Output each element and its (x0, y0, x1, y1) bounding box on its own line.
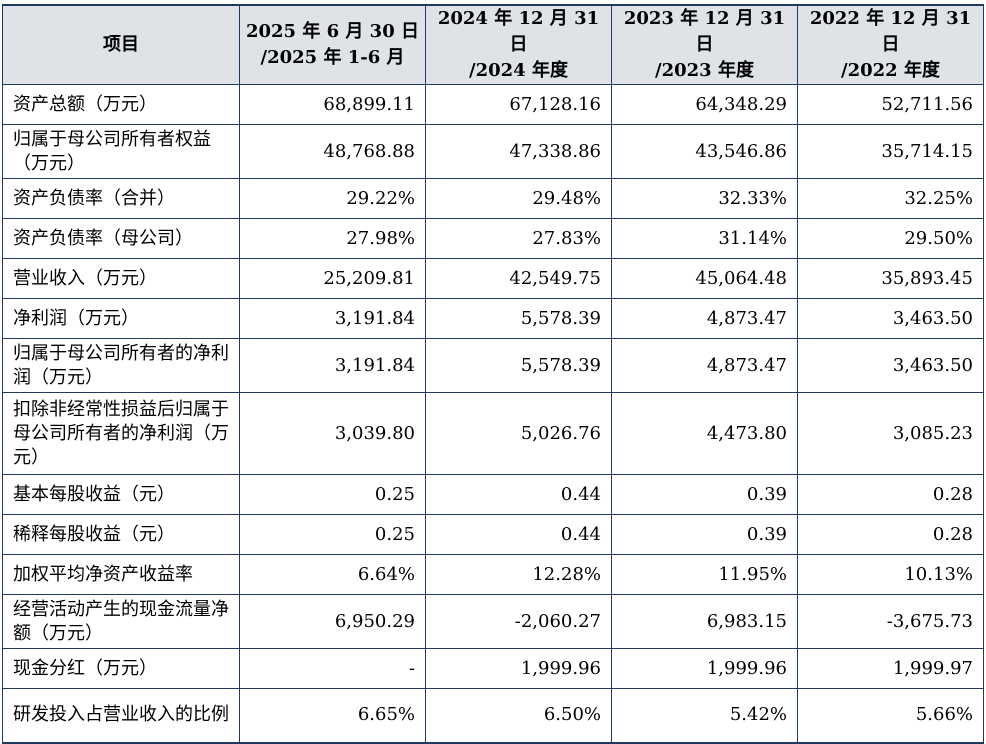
cell-value: 6,983.15 (611, 594, 798, 649)
cell-value: 0.25 (239, 514, 426, 555)
table-row: 归属于母公司所有者权益（万元） 48,768.88 47,338.86 43,5… (2, 124, 984, 179)
cell-value: 10.13% (797, 554, 984, 595)
row-label: 资产负债率（母公司） (2, 218, 240, 259)
header-col-2025h1: 2025 年 6 月 30 日 /2025 年 1-6 月 (239, 4, 426, 85)
cell-value: 0.44 (425, 514, 612, 555)
cell-value: 5.66% (797, 688, 984, 743)
row-label: 净利润（万元） (2, 298, 240, 339)
cell-value: 45,064.48 (611, 258, 798, 299)
cell-value: 6.50% (425, 688, 612, 743)
cell-value: 4,873.47 (611, 298, 798, 339)
cell-value: 12.28% (425, 554, 612, 595)
cell-value: 42,549.75 (425, 258, 612, 299)
cell-value: 3,039.80 (239, 392, 426, 475)
row-label: 现金分红（万元） (2, 648, 240, 689)
cell-value: 25,209.81 (239, 258, 426, 299)
cell-value: 29.50% (797, 218, 984, 259)
header-col-line2: /2022 年度 (841, 60, 940, 81)
header-col-line1: 2024 年 12 月 31 日 (437, 8, 600, 55)
cell-value: 3,463.50 (797, 338, 984, 393)
table-row: 扣除非经常性损益后归属于母公司所有者的净利润（万元） 3,039.80 5,02… (2, 392, 984, 475)
header-col-2024: 2024 年 12 月 31 日 /2024 年度 (425, 4, 612, 85)
row-label: 经营活动产生的现金流量净额（万元） (2, 594, 240, 649)
cell-value: 1,999.96 (425, 648, 612, 689)
cell-value: 64,348.29 (611, 84, 798, 125)
cell-value: -3,675.73 (797, 594, 984, 649)
cell-value: 5,578.39 (425, 338, 612, 393)
header-col-line1: 2025 年 6 月 30 日 (245, 21, 419, 42)
cell-value: 29.48% (425, 178, 612, 219)
cell-value: 3,085.23 (797, 392, 984, 475)
header-col-line2: /2025 年 1-6 月 (260, 47, 405, 68)
cell-value: 67,128.16 (425, 84, 612, 125)
cell-value: - (239, 648, 426, 689)
cell-value: 5,578.39 (425, 298, 612, 339)
cell-value: -2,060.27 (425, 594, 612, 649)
row-label: 加权平均净资产收益率 (2, 554, 240, 595)
row-label: 营业收入（万元） (2, 258, 240, 299)
cell-value: 27.98% (239, 218, 426, 259)
row-label: 基本每股收益（元） (2, 474, 240, 515)
cell-value: 0.25 (239, 474, 426, 515)
financial-data-table: 项目 2025 年 6 月 30 日 /2025 年 1-6 月 2024 年 … (2, 4, 984, 744)
table-row: 净利润（万元） 3,191.84 5,578.39 4,873.47 3,463… (2, 298, 984, 339)
row-label: 扣除非经常性损益后归属于母公司所有者的净利润（万元） (2, 392, 240, 475)
cell-value: 35,893.45 (797, 258, 984, 299)
row-label: 研发投入占营业收入的比例 (2, 688, 240, 743)
row-label: 归属于母公司所有者的净利润（万元） (2, 338, 240, 393)
cell-value: 6.65% (239, 688, 426, 743)
table-row: 资产负债率（母公司） 27.98% 27.83% 31.14% 29.50% (2, 218, 984, 259)
cell-value: 3,463.50 (797, 298, 984, 339)
cell-value: 1,999.97 (797, 648, 984, 689)
header-col-2023: 2023 年 12 月 31 日 /2023 年度 (611, 4, 798, 85)
cell-value: 1,999.96 (611, 648, 798, 689)
cell-value: 4,473.80 (611, 392, 798, 475)
table-row: 资产负债率（合并） 29.22% 29.48% 32.33% 32.25% (2, 178, 984, 219)
table-header-row: 项目 2025 年 6 月 30 日 /2025 年 1-6 月 2024 年 … (2, 4, 984, 85)
cell-value: 47,338.86 (425, 124, 612, 179)
table-row: 现金分红（万元） - 1,999.96 1,999.96 1,999.97 (2, 648, 984, 689)
cell-value: 68,899.11 (239, 84, 426, 125)
cell-value: 0.44 (425, 474, 612, 515)
cell-value: 0.39 (611, 514, 798, 555)
cell-value: 32.33% (611, 178, 798, 219)
cell-value: 6.64% (239, 554, 426, 595)
row-label: 稀释每股收益（元） (2, 514, 240, 555)
cell-value: 5,026.76 (425, 392, 612, 475)
header-col-line1: 2023 年 12 月 31 日 (623, 8, 786, 55)
cell-value: 11.95% (611, 554, 798, 595)
cell-value: 0.28 (797, 474, 984, 515)
cell-value: 3,191.84 (239, 338, 426, 393)
header-col-2022: 2022 年 12 月 31 日 /2022 年度 (797, 4, 984, 85)
header-col-line2: /2023 年度 (655, 60, 754, 81)
header-col-line2: /2024 年度 (469, 60, 568, 81)
row-label: 资产负债率（合并） (2, 178, 240, 219)
cell-value: 0.28 (797, 514, 984, 555)
cell-value: 6,950.29 (239, 594, 426, 649)
row-label: 归属于母公司所有者权益（万元） (2, 124, 240, 179)
cell-value: 52,711.56 (797, 84, 984, 125)
row-label: 资产总额（万元） (2, 84, 240, 125)
table-row: 基本每股收益（元） 0.25 0.44 0.39 0.28 (2, 474, 984, 515)
cell-value: 27.83% (425, 218, 612, 259)
table-row: 归属于母公司所有者的净利润（万元） 3,191.84 5,578.39 4,87… (2, 338, 984, 393)
table-row: 资产总额（万元） 68,899.11 67,128.16 64,348.29 5… (2, 84, 984, 125)
header-item: 项目 (2, 4, 240, 85)
cell-value: 32.25% (797, 178, 984, 219)
table-row: 营业收入（万元） 25,209.81 42,549.75 45,064.48 3… (2, 258, 984, 299)
cell-value: 3,191.84 (239, 298, 426, 339)
cell-value: 35,714.15 (797, 124, 984, 179)
cell-value: 0.39 (611, 474, 798, 515)
table-row: 经营活动产生的现金流量净额（万元） 6,950.29 -2,060.27 6,9… (2, 594, 984, 649)
table-row: 研发投入占营业收入的比例 6.65% 6.50% 5.42% 5.66% (2, 688, 984, 743)
header-col-line1: 2022 年 12 月 31 日 (809, 8, 972, 55)
cell-value: 4,873.47 (611, 338, 798, 393)
cell-value: 48,768.88 (239, 124, 426, 179)
table-row: 稀释每股收益（元） 0.25 0.44 0.39 0.28 (2, 514, 984, 555)
cell-value: 5.42% (611, 688, 798, 743)
cell-value: 29.22% (239, 178, 426, 219)
cell-value: 43,546.86 (611, 124, 798, 179)
cell-value: 31.14% (611, 218, 798, 259)
table-row: 加权平均净资产收益率 6.64% 12.28% 11.95% 10.13% (2, 554, 984, 595)
